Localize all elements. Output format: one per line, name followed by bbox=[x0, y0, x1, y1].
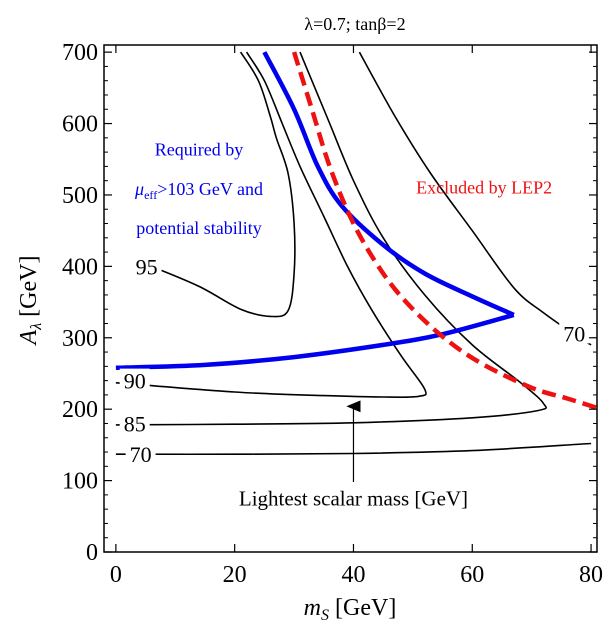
annotation-lep2_label: Excluded by LEP2 bbox=[416, 178, 552, 198]
contour-label-bg bbox=[119, 368, 150, 391]
contour-label: 85 bbox=[124, 411, 146, 436]
contour-line-85-2 bbox=[115, 51, 547, 426]
contour-label: 70 bbox=[563, 321, 585, 346]
contour-line-95-4 bbox=[151, 51, 296, 318]
contour-line-70-1 bbox=[358, 51, 592, 346]
annotation-stability_label_2: μeff>103 GeV and bbox=[134, 179, 263, 202]
annotation-stability_label_3: potential stability bbox=[136, 218, 261, 238]
x-tick-label: 40 bbox=[341, 562, 365, 588]
plot-area: 95 90 85 70 70 bbox=[115, 51, 597, 467]
x-axis-label: mS [GeV] bbox=[304, 595, 397, 624]
y-tick-label: 300 bbox=[62, 326, 98, 352]
y-tick-label: 600 bbox=[62, 112, 98, 138]
x-tick-label: 60 bbox=[460, 562, 484, 588]
annotation-stability_label_1: Required by bbox=[155, 140, 243, 160]
x-axis: 0 20 40 60 80 bbox=[110, 45, 603, 588]
x-tick-label: 20 bbox=[223, 562, 247, 588]
x-tick-label: 0 bbox=[110, 562, 122, 588]
chart-title: λ=0.7; tanβ=2 bbox=[304, 14, 405, 34]
y-tick-label: 0 bbox=[86, 540, 98, 566]
plot-frame bbox=[103, 44, 598, 553]
contour-label-bg bbox=[119, 411, 150, 434]
contour-line-90-3 bbox=[115, 51, 427, 399]
y-tick-label: 700 bbox=[62, 40, 98, 66]
annotation-arrow_label: Lightest scalar mass [GeV] bbox=[239, 487, 468, 511]
contour-label: 70 bbox=[130, 442, 152, 467]
lep2-exclusion-curve bbox=[291, 51, 597, 410]
y-axis-label: Aλ [GeV] bbox=[16, 256, 45, 347]
x-tick-label: 80 bbox=[579, 562, 603, 588]
contour-label: 90 bbox=[124, 369, 146, 394]
contour-label-bg bbox=[131, 254, 162, 277]
contour-label-bg bbox=[125, 442, 156, 465]
y-tick-label: 200 bbox=[62, 397, 98, 423]
y-tick-label: 100 bbox=[62, 469, 98, 495]
stability-bound-curve bbox=[115, 51, 515, 371]
y-axis: 0 100 200 300 400 500 600 700 bbox=[62, 40, 597, 566]
y-tick-label: 500 bbox=[62, 183, 98, 209]
contour-label: 95 bbox=[136, 254, 158, 279]
contour-label-bg bbox=[559, 321, 590, 344]
y-tick-label: 400 bbox=[62, 254, 98, 280]
